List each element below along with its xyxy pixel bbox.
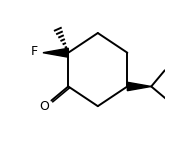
Text: F: F	[31, 45, 38, 58]
Polygon shape	[127, 82, 151, 91]
Polygon shape	[43, 48, 68, 57]
Text: O: O	[40, 100, 49, 113]
